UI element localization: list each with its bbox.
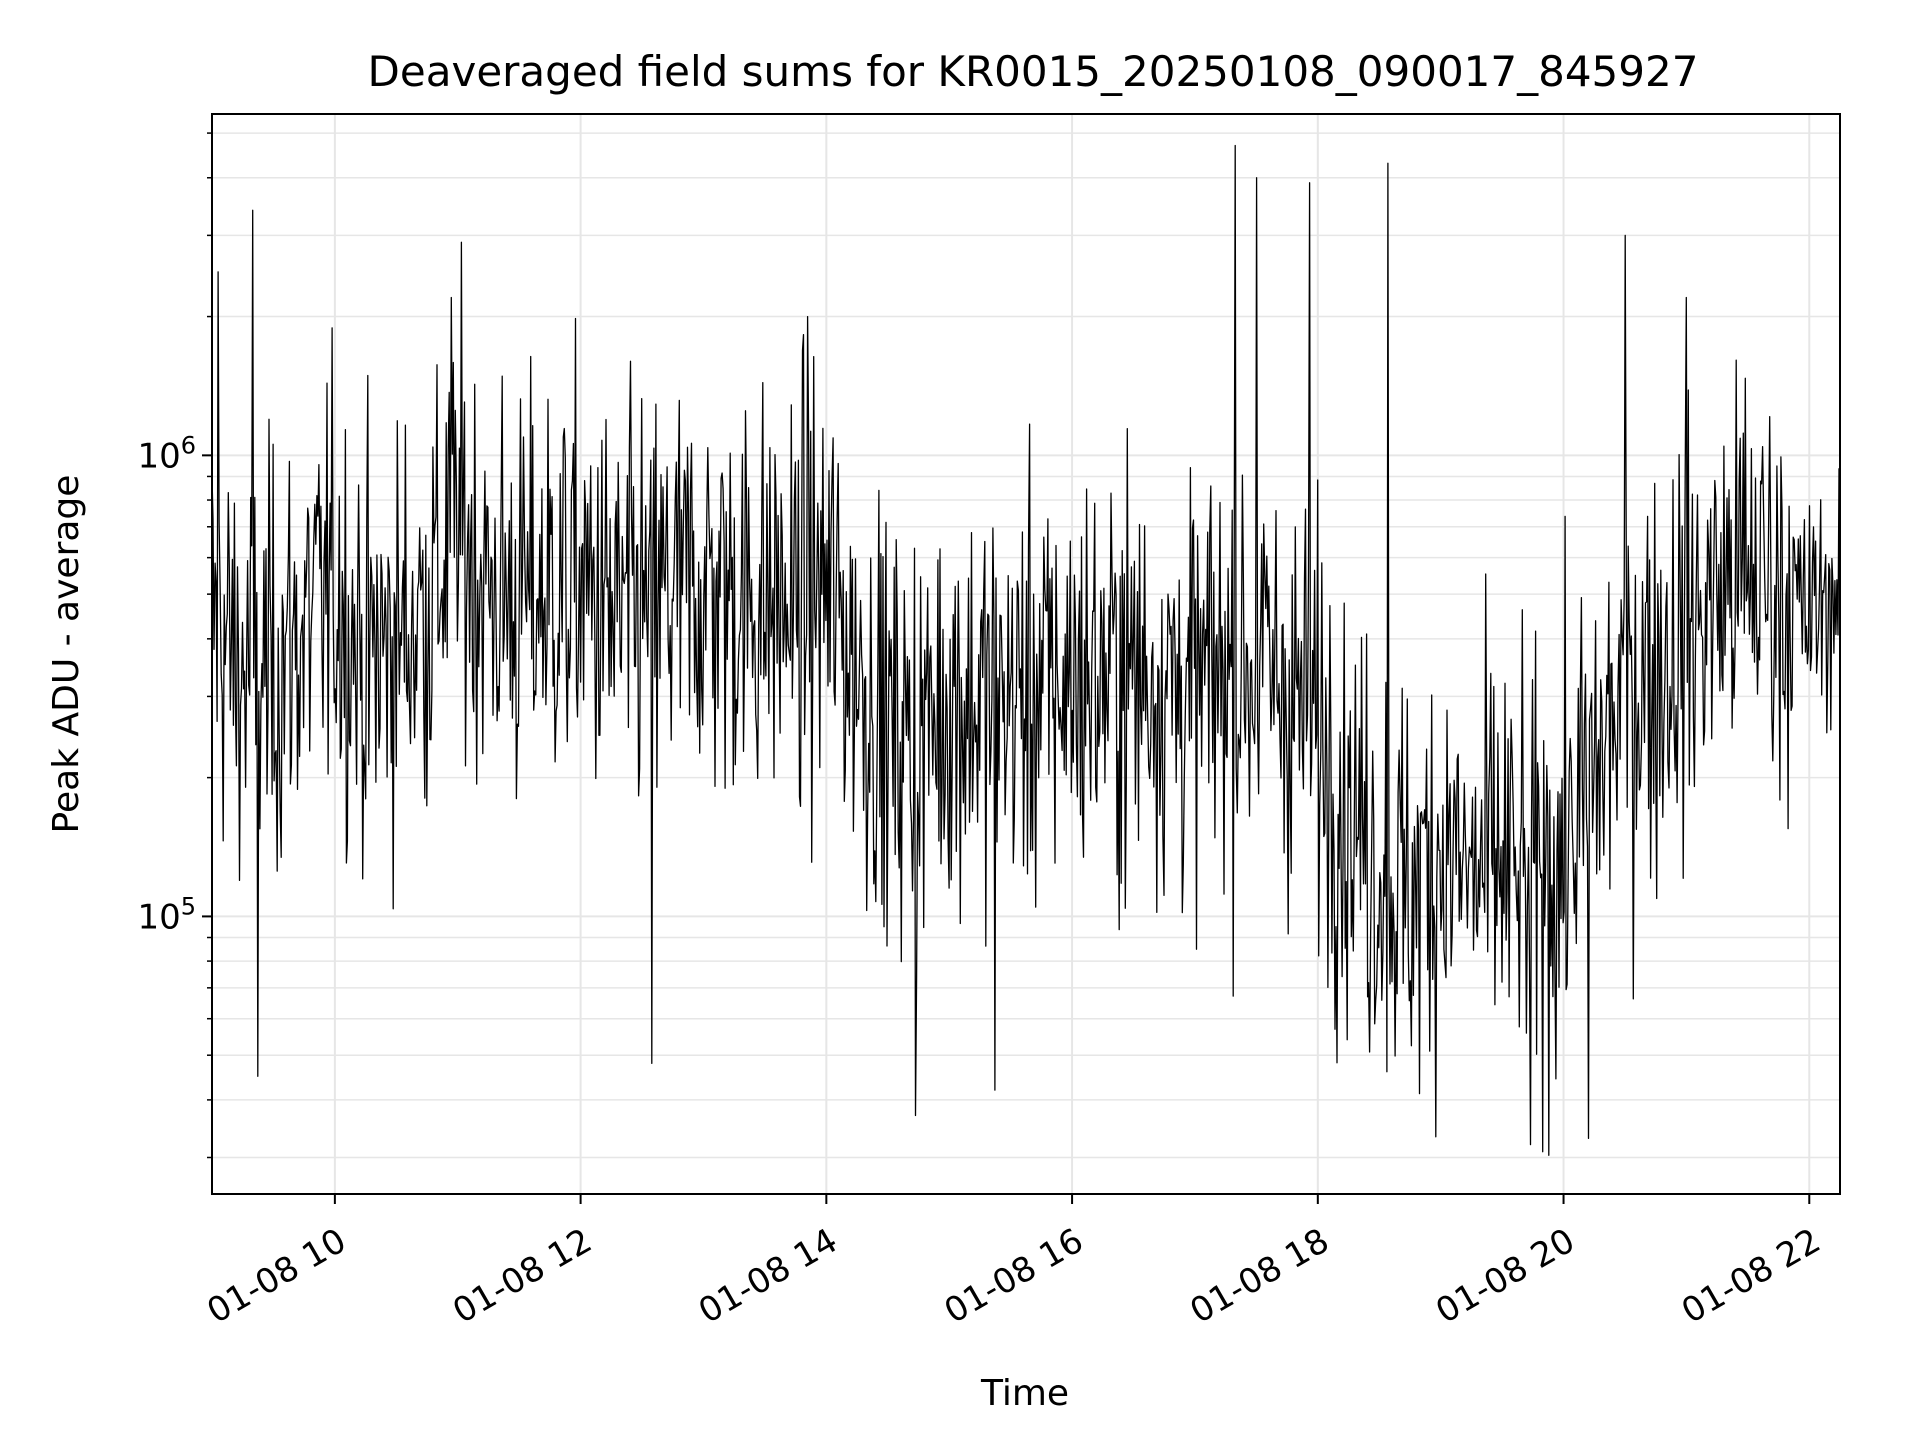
x-axis-label: Time (980, 1373, 1069, 1414)
x-tick-label: 01-08 14 (692, 1221, 844, 1332)
y-axis: 105 106 (137, 132, 212, 1159)
x-axis: 01-08 10 01-08 12 01-08 14 01-08 16 01-08 18… (201, 1194, 1827, 1332)
x-tick-label: 01-08 20 (1429, 1221, 1581, 1332)
y-tick-label: 106 (137, 431, 196, 476)
x-tick-label: 01-08 22 (1675, 1221, 1827, 1332)
y-tick-label: 105 (137, 892, 196, 937)
plot-area (211, 144, 1841, 1156)
x-tick-label: 01-08 16 (938, 1221, 1090, 1332)
y-axis-label: Peak ADU - average (46, 475, 87, 834)
chart-title: Deaveraged field sums for KR0015_2025010… (368, 47, 1699, 96)
x-tick-label: 01-08 12 (446, 1221, 598, 1332)
plot-frame (211, 113, 1841, 1195)
x-tick-label: 01-08 10 (201, 1221, 353, 1332)
x-tick-label: 01-08 18 (1184, 1221, 1336, 1332)
series-line (211, 144, 1841, 1156)
